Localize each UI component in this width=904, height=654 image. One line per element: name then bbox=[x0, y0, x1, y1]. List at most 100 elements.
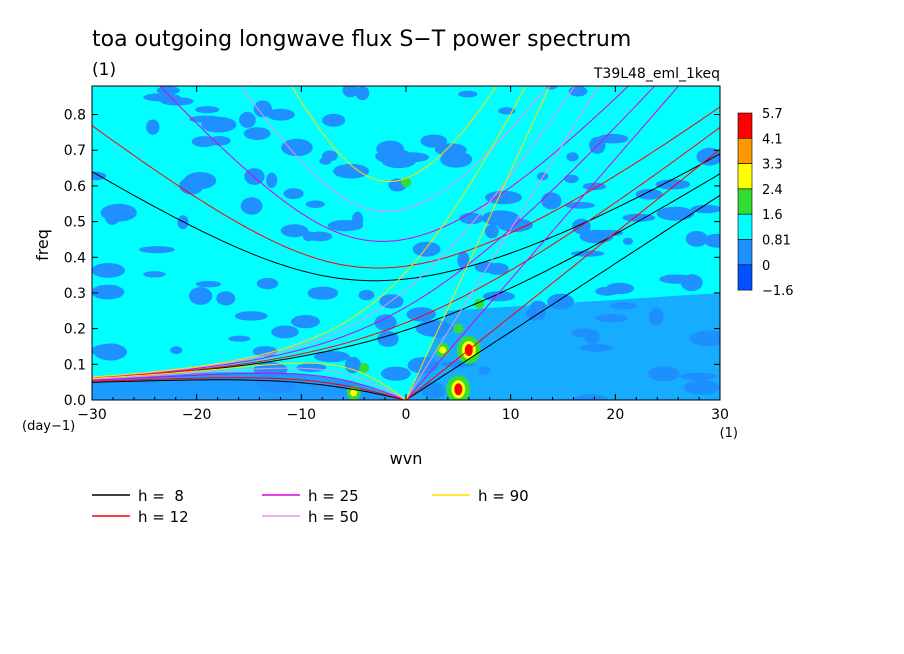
curve-group-h25 bbox=[92, 86, 680, 400]
mrg-curve bbox=[92, 86, 527, 378]
texture-patch bbox=[393, 152, 430, 163]
legend: h = 8 h = 12 h = 25 h = 50 h = 90 bbox=[92, 487, 529, 526]
x-tick-label: 20 bbox=[606, 407, 624, 423]
texture-patch bbox=[291, 315, 320, 329]
legend-label: h = 50 bbox=[308, 508, 359, 526]
texture-patch bbox=[307, 286, 339, 300]
colorbar-cell bbox=[737, 188, 753, 215]
y-tick-label: 0.1 bbox=[64, 357, 86, 373]
inertia-gravity-curve bbox=[240, 86, 548, 212]
y-axis-label: freq bbox=[33, 229, 52, 261]
run-label: T39L48_eml_1keq bbox=[593, 66, 720, 82]
y-tick-label: 0.5 bbox=[64, 215, 86, 231]
y-tick-label: 0.6 bbox=[64, 179, 86, 195]
kelvin-curve bbox=[405, 86, 680, 400]
texture-patch bbox=[485, 224, 499, 239]
colorbar-cell bbox=[737, 239, 753, 266]
texture-patch bbox=[191, 136, 217, 148]
mrg-curve bbox=[92, 86, 656, 378]
colorbar-label: 0.81 bbox=[762, 234, 791, 249]
texture-patch bbox=[143, 93, 181, 102]
colorbar-cell bbox=[737, 264, 753, 291]
texture-patch bbox=[143, 271, 166, 278]
texture-patch bbox=[358, 289, 375, 301]
colorbar-cell bbox=[737, 112, 753, 139]
texture-patch bbox=[564, 202, 596, 209]
texture-patch bbox=[314, 351, 350, 363]
texture-patch bbox=[377, 331, 399, 347]
y-tick-label: 0.4 bbox=[64, 250, 86, 266]
texture-patch bbox=[177, 215, 189, 230]
texture-patch bbox=[256, 278, 279, 290]
colorbar-label: 5.7 bbox=[762, 107, 783, 122]
kelvin-curve bbox=[405, 86, 551, 400]
texture-patch bbox=[690, 204, 720, 214]
texture-patch bbox=[307, 231, 333, 242]
texture-patch bbox=[570, 250, 605, 257]
x-tick-label: 0 bbox=[402, 407, 411, 423]
kelvin-curve bbox=[405, 148, 720, 400]
texture-patch bbox=[680, 274, 703, 292]
y-tick-label: 0.0 bbox=[64, 393, 86, 409]
texture-patch bbox=[243, 127, 271, 140]
x-axis-label: wvn bbox=[390, 449, 423, 468]
rossby-curve bbox=[92, 362, 407, 400]
texture-patch bbox=[355, 86, 370, 101]
texture-patch bbox=[374, 314, 397, 331]
curve-group-h50 bbox=[92, 86, 600, 400]
texture-patch bbox=[685, 230, 708, 247]
texture-patch bbox=[696, 147, 720, 166]
texture-patch bbox=[280, 224, 309, 238]
inertia-gravity-curve bbox=[159, 86, 630, 242]
y-axis: 0.0 0.1 0.2 0.3 0.4 0.5 0.6 0.7 0.8 bbox=[64, 108, 720, 409]
inertia-gravity-curve bbox=[92, 106, 720, 269]
texture-patch bbox=[420, 134, 448, 148]
texture-patch bbox=[406, 307, 436, 322]
mrg-curve bbox=[92, 86, 576, 378]
hotspot bbox=[359, 362, 370, 373]
texture-patch bbox=[266, 108, 295, 121]
texture-patch bbox=[234, 311, 268, 321]
colorbar-label: 4.1 bbox=[762, 132, 783, 147]
colorbar-cell bbox=[737, 213, 753, 240]
texture-patch bbox=[352, 211, 364, 229]
plot-area bbox=[92, 86, 720, 400]
texture-patch bbox=[656, 206, 694, 221]
x-tick-label: 30 bbox=[711, 407, 729, 423]
colorbar: 5.7 4.1 3.3 2.4 1.6 0.81 0 −1.6 bbox=[737, 107, 794, 299]
colorbar-label: 2.4 bbox=[762, 183, 783, 198]
texture-patch bbox=[139, 246, 175, 254]
texture-patch bbox=[486, 262, 509, 275]
texture-patch bbox=[188, 287, 213, 305]
colorbar-label: 3.3 bbox=[762, 158, 783, 173]
texture-patch bbox=[228, 335, 251, 342]
x-tick-label: −30 bbox=[77, 407, 107, 423]
x-tick-label: 10 bbox=[502, 407, 520, 423]
legend-label: h = 25 bbox=[308, 487, 359, 505]
texture-patch bbox=[183, 172, 217, 190]
texture-patch bbox=[596, 229, 624, 237]
texture-patch bbox=[597, 133, 629, 144]
texture-patch bbox=[240, 197, 263, 215]
texture-patch bbox=[622, 213, 656, 222]
y-tick-label: 0.3 bbox=[64, 286, 86, 302]
hotspot bbox=[453, 323, 464, 334]
texture-patch bbox=[322, 113, 346, 127]
texture-patch bbox=[94, 343, 127, 361]
chart-title: toa outgoing longwave flux S−T power spe… bbox=[92, 27, 631, 52]
curve-group-h90 bbox=[92, 86, 551, 400]
legend-label: h = 8 bbox=[138, 487, 184, 505]
colorbar-cell bbox=[737, 138, 753, 164]
texture-patch bbox=[146, 119, 160, 135]
texture-patch bbox=[412, 241, 441, 257]
texture-patch bbox=[195, 106, 220, 114]
hotspot-core bbox=[439, 346, 447, 354]
texture-patch bbox=[333, 163, 370, 179]
dispersion-curves bbox=[92, 86, 720, 400]
kelvin-curve bbox=[405, 86, 600, 400]
texture-patch bbox=[195, 281, 222, 288]
texture-patch bbox=[283, 188, 304, 200]
texture-patch bbox=[663, 274, 675, 282]
legend-label: h = 12 bbox=[138, 508, 189, 526]
texture-patch bbox=[458, 90, 478, 98]
